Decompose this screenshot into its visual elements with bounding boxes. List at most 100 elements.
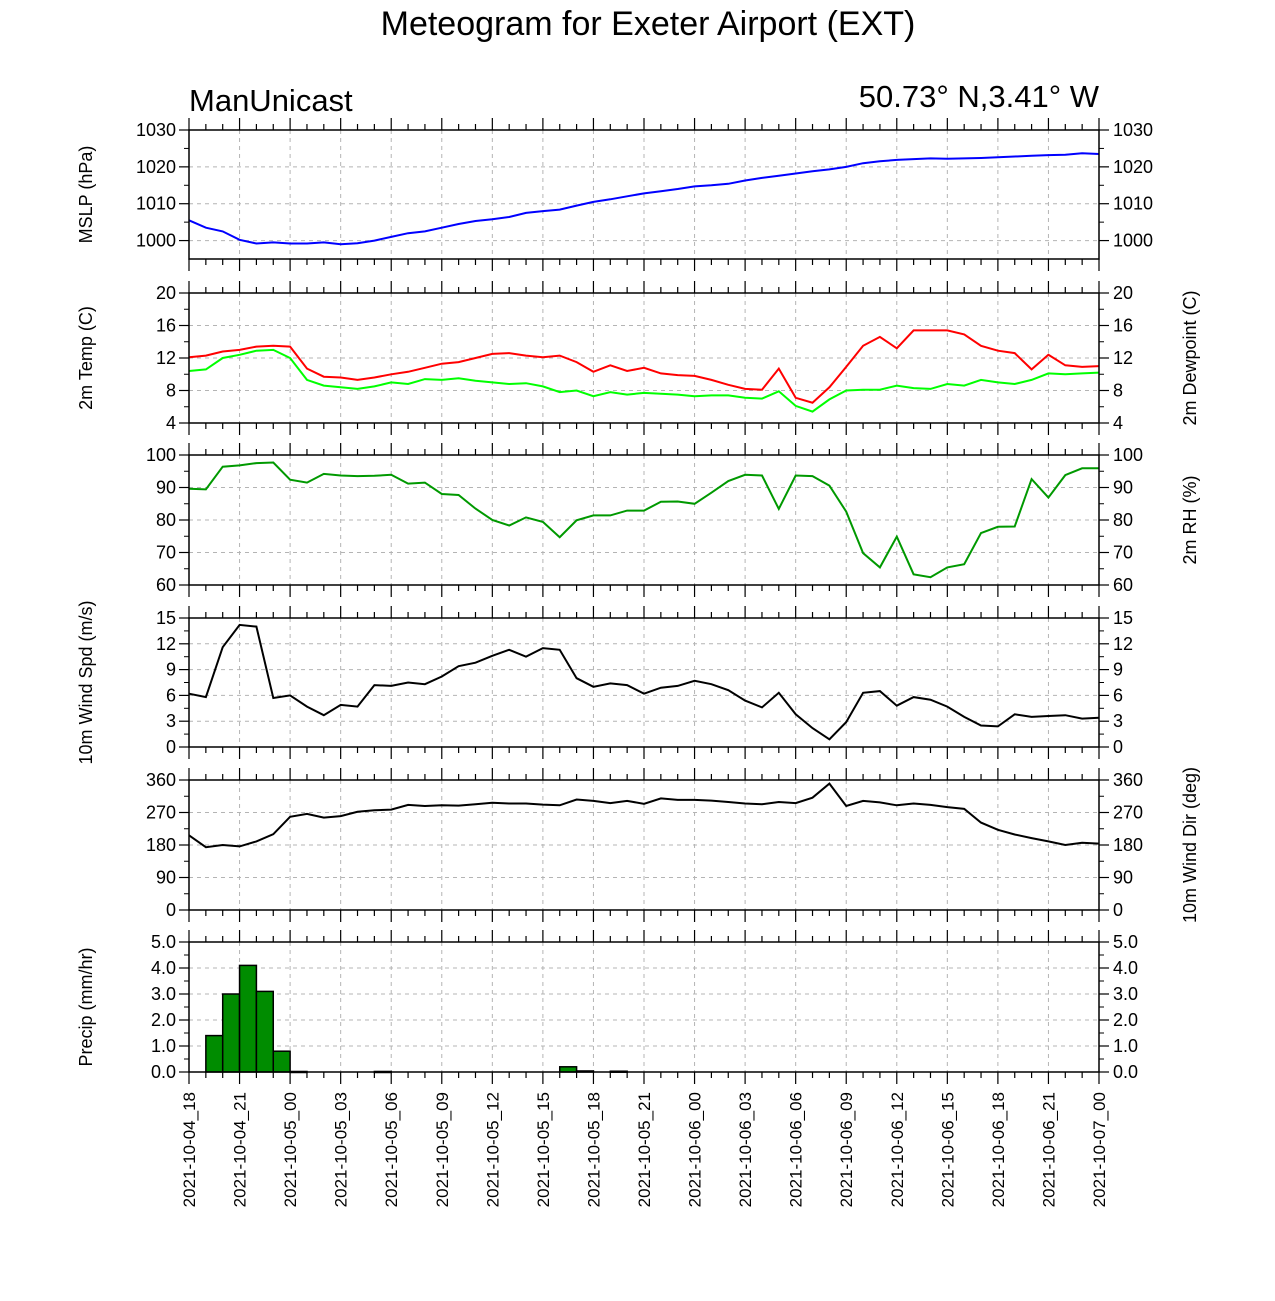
y-tick-label: 270 [146, 803, 176, 823]
y-tick-label: 9 [166, 660, 176, 680]
y-axis-title-left: MSLP (hPa) [76, 146, 96, 244]
y-tick-label-right: 0 [1113, 737, 1123, 757]
panel-mslp: 1000 1000 1010 1010 1020 1020 1030 1030 MSLP (hP… [76, 118, 1153, 271]
series-line-mslp [188, 152, 1100, 246]
y-tick-label: 12 [156, 634, 176, 654]
y-axis-title-right: 2m Dewpoint (C) [1180, 290, 1200, 425]
y-tick-label-right: 16 [1113, 316, 1133, 336]
x-tick-label: 2021-10-05_00 [281, 1092, 300, 1207]
y-axis-title-left: 2m Temp (C) [76, 306, 96, 410]
series-line-wind-direction [188, 782, 1100, 849]
panel-wind-speed: 0 0 3 3 6 6 9 9 12 12 15 15 10m Wind Spd (m/s) [76, 600, 1133, 764]
x-tick-label: 2021-10-06_09 [837, 1092, 856, 1207]
y-axis-title-right: 2m RH (%) [1180, 476, 1200, 565]
y-tick-label-right: 90 [1113, 478, 1133, 498]
y-tick-label: 4 [166, 413, 176, 433]
x-tick-label: 2021-10-04_18 [180, 1092, 199, 1207]
y-tick-label: 90 [156, 478, 176, 498]
y-tick-label: 8 [166, 381, 176, 401]
precip-bar [272, 1050, 291, 1073]
station-label: ManUnicast [189, 83, 353, 118]
y-tick-label: 6 [166, 685, 176, 705]
x-tick-label: 2021-10-06_12 [888, 1092, 907, 1207]
x-tick-label: 2021-10-06_21 [1039, 1092, 1058, 1207]
y-tick-label-right: 1020 [1113, 157, 1153, 177]
x-tick-label: 2021-10-06_15 [938, 1092, 957, 1207]
y-tick-label-right: 3 [1113, 711, 1123, 731]
y-tick-label: 1000 [136, 231, 176, 251]
y-tick-label: 90 [156, 868, 176, 888]
y-tick-label-right: 1010 [1113, 194, 1153, 214]
y-tick-label: 0 [166, 737, 176, 757]
y-tick-label: 1010 [136, 194, 176, 214]
y-tick-label: 100 [146, 445, 176, 465]
y-tick-label-right: 4.0 [1113, 958, 1138, 978]
y-tick-label-right: 9 [1113, 660, 1123, 680]
y-tick-label: 0 [166, 900, 176, 920]
y-tick-label-right: 100 [1113, 445, 1143, 465]
y-tick-label: 60 [156, 575, 176, 595]
x-tick-label: 2021-10-06_18 [989, 1092, 1008, 1207]
y-tick-label: 20 [156, 283, 176, 303]
series-line-temperature-1 [188, 348, 1100, 413]
x-tick-label: 2021-10-04_21 [231, 1092, 250, 1207]
y-tick-label-right: 360 [1113, 770, 1143, 790]
precip-bar [558, 1066, 578, 1073]
x-tick-label: 2021-10-05_18 [584, 1092, 603, 1207]
y-tick-label-right: 1000 [1113, 231, 1153, 251]
y-tick-label-right: 1030 [1113, 120, 1153, 140]
panel-precipitation: 0.0 0.0 1.0 1.0 2.0 2.0 3.0 3.0 4.0 4.0 5.0 5.0 Prec… [76, 930, 1138, 1084]
y-tick-label: 2.0 [151, 1010, 176, 1030]
y-tick-label-right: 0.0 [1113, 1062, 1138, 1082]
y-tick-label: 12 [156, 348, 176, 368]
y-axis-title-left: Precip (mm/hr) [76, 947, 96, 1066]
series-line-relative-humidity [188, 461, 1099, 579]
x-tick-label: 2021-10-05_03 [332, 1092, 351, 1207]
y-tick-label-right: 15 [1113, 608, 1133, 628]
y-tick-label: 360 [146, 770, 176, 790]
x-tick-label: 2021-10-05_09 [433, 1092, 452, 1207]
y-tick-label-right: 20 [1113, 283, 1133, 303]
x-tick-label: 2021-10-05_12 [483, 1092, 502, 1207]
x-tick-label: 2021-10-06_06 [787, 1092, 806, 1207]
y-tick-label-right: 4 [1113, 413, 1123, 433]
y-tick-label: 0.0 [151, 1062, 176, 1082]
x-tick-label: 2021-10-05_21 [635, 1092, 654, 1207]
y-tick-label-right: 2.0 [1113, 1010, 1138, 1030]
y-tick-label-right: 12 [1113, 634, 1133, 654]
panel-temperature: 4 4 8 8 12 12 16 16 20 20 2m Temp (C) 2m Dewpoint (… [76, 281, 1200, 435]
y-tick-label-right: 8 [1113, 381, 1123, 401]
y-tick-label-right: 60 [1113, 575, 1133, 595]
x-tick-label: 2021-10-07_00 [1090, 1092, 1109, 1207]
y-tick-label-right: 70 [1113, 543, 1133, 563]
series-line-wind-speed [188, 623, 1100, 741]
y-tick-label: 3 [166, 711, 176, 731]
precip-bar [238, 964, 258, 1073]
panel-wind-direction: 0 0 90 90 180 180 270 270 360 360 10m Wind Dir (de… [146, 767, 1200, 923]
x-tick-label: 2021-10-05_06 [382, 1092, 401, 1207]
y-tick-label: 3.0 [151, 984, 176, 1004]
y-axis-title-left: 10m Wind Spd (m/s) [76, 600, 96, 764]
coordinates-label: 50.73° N,3.41° W [859, 79, 1100, 114]
y-tick-label: 1.0 [151, 1036, 176, 1056]
y-tick-label: 180 [146, 835, 176, 855]
y-tick-label: 16 [156, 316, 176, 336]
panel-relative-humidity: 60 60 70 70 80 80 90 90 100 100 2m RH (%) [146, 443, 1200, 597]
y-tick-label: 80 [156, 510, 176, 530]
precip-bar [205, 1034, 224, 1073]
y-tick-label: 1020 [136, 157, 176, 177]
precip-bar [221, 993, 241, 1073]
date-labels-layer: 2021-10-04_18 2021-10-04_21 2021-10-05_00 2… [180, 1092, 1109, 1207]
y-tick-label-right: 3.0 [1113, 984, 1138, 1004]
y-tick-label-right: 0 [1113, 900, 1123, 920]
y-tick-label-right: 180 [1113, 835, 1143, 855]
x-tick-label: 2021-10-05_15 [534, 1092, 553, 1207]
chart-title: Meteogram for Exeter Airport (EXT) [381, 5, 916, 43]
precip-bar [255, 990, 275, 1073]
x-tick-label: 2021-10-06_00 [686, 1092, 705, 1207]
series-line-temperature [188, 329, 1100, 404]
y-tick-label: 5.0 [151, 932, 176, 952]
y-tick-label-right: 6 [1113, 685, 1123, 705]
